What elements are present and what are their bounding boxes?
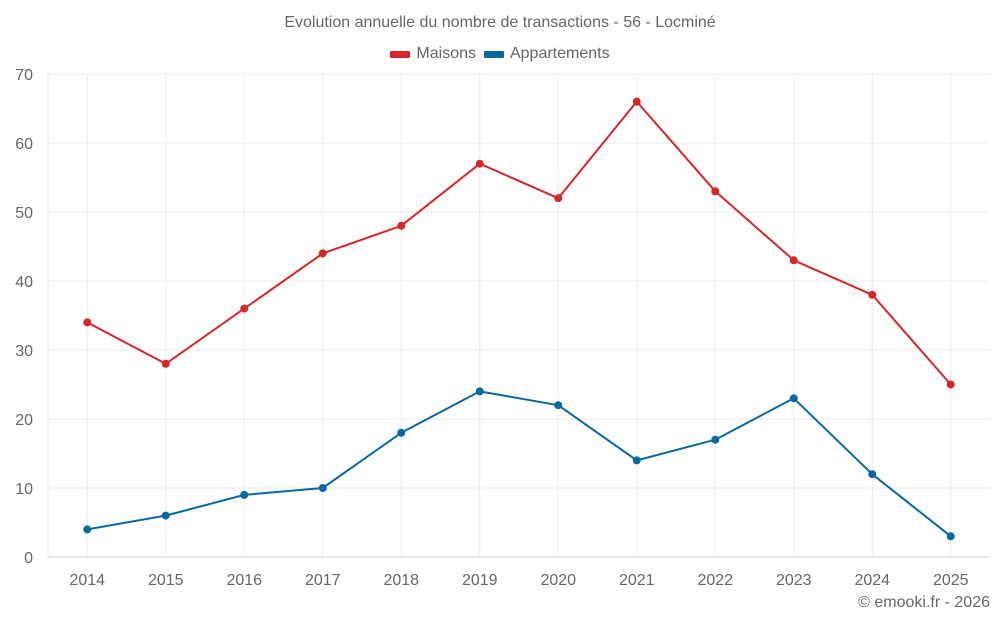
x-tick-label: 2023 — [776, 572, 812, 589]
x-tick-label: 2022 — [697, 572, 733, 589]
chart-title: Evolution annuelle du nombre de transact… — [284, 14, 716, 31]
data-point-maisons — [711, 187, 720, 196]
credit-text: © emooki.fr - 2026 — [858, 594, 990, 611]
y-tick-label: 30 — [15, 343, 33, 360]
data-point-maisons — [789, 256, 798, 265]
data-point-maisons — [632, 97, 641, 106]
data-point-appartements — [161, 511, 170, 520]
legend-swatch-appartements — [483, 50, 504, 58]
data-point-maisons — [83, 318, 92, 327]
series-appartements — [83, 387, 955, 541]
data-point-maisons — [475, 159, 484, 168]
y-tick-label: 0 — [24, 550, 33, 567]
y-tick-label: 40 — [15, 274, 33, 291]
data-point-appartements — [868, 470, 877, 479]
x-tick-label: 2024 — [854, 572, 890, 589]
series-line-maisons — [86, 100, 952, 386]
y-tick-label: 50 — [15, 205, 33, 222]
legend-item-maisons[interactable]: Maisons — [390, 45, 476, 63]
data-point-appartements — [397, 428, 406, 437]
y-tick-label: 70 — [15, 67, 33, 84]
x-axis: 2014 2015 2016 2017 2018 2019 2020 2021 2022 2023… — [69, 572, 968, 589]
x-tick-label: 2015 — [148, 572, 184, 589]
y-tick-label: 20 — [15, 412, 33, 429]
legend-label-maisons: Maisons — [416, 45, 476, 62]
series-maisons — [83, 97, 955, 389]
legend-swatch-maisons — [390, 50, 411, 58]
data-point-appartements — [632, 456, 641, 465]
series-group — [83, 97, 955, 541]
data-point-maisons — [318, 249, 327, 258]
x-tick-label: 2025 — [933, 572, 969, 589]
data-point-maisons — [554, 194, 563, 203]
grid — [47, 73, 990, 558]
data-point-appartements — [318, 484, 327, 492]
x-tick-label: 2020 — [540, 572, 576, 589]
x-tick-label: 2017 — [305, 572, 341, 589]
data-point-appartements — [475, 387, 484, 396]
data-point-appartements — [240, 490, 249, 499]
chart-legend: Maisons Appartements — [0, 45, 1000, 63]
x-tick-label: 2018 — [383, 572, 419, 589]
y-tick-label: 10 — [15, 481, 33, 498]
data-point-maisons — [946, 380, 955, 389]
data-point-appartements — [83, 525, 92, 534]
data-point-appartements — [789, 394, 798, 403]
data-point-appartements — [711, 435, 720, 444]
legend-label-appartements: Appartements — [509, 45, 610, 62]
y-axis: 0 10 20 30 40 50 60 70 — [15, 67, 33, 567]
data-point-maisons — [240, 304, 249, 313]
x-tick-label: 2021 — [619, 572, 655, 589]
data-point-maisons — [868, 290, 877, 299]
x-tick-label: 2019 — [462, 572, 498, 589]
data-point-maisons — [397, 221, 406, 230]
data-point-maisons — [161, 359, 170, 368]
data-point-appartements — [554, 401, 563, 410]
data-point-appartements — [946, 532, 955, 541]
series-line-appartements — [87, 390, 952, 538]
x-tick-label: 2014 — [69, 572, 105, 589]
legend-item-appartements[interactable]: Appartements — [483, 45, 610, 63]
y-tick-label: 60 — [15, 136, 33, 153]
x-tick-label: 2016 — [226, 572, 262, 589]
